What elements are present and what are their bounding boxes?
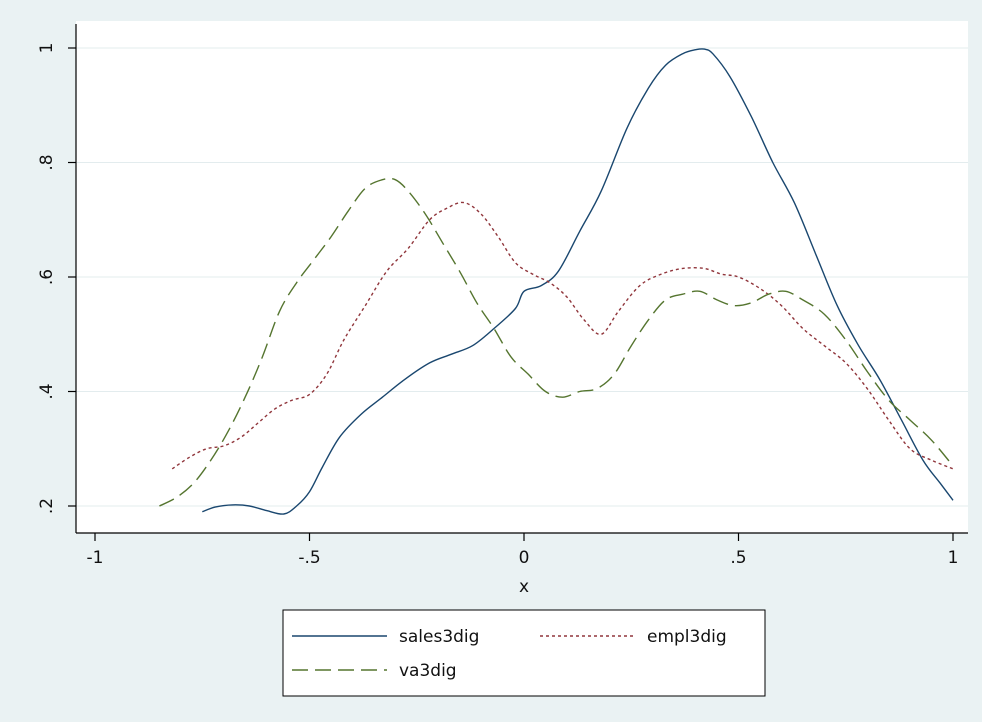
series-line-va3dig bbox=[159, 177, 954, 507]
x-axis-title: x bbox=[519, 577, 529, 597]
series-lines bbox=[159, 48, 954, 515]
y-axis: .2 .4 .6 .8 1 bbox=[37, 43, 76, 514]
legend-label-va3dig: va3dig bbox=[399, 661, 457, 681]
y-tick-label-4: 1 bbox=[37, 43, 57, 54]
x-tick-label-1: -.5 bbox=[298, 548, 320, 568]
y-tick-label-1: .4 bbox=[37, 383, 57, 399]
series-line-sales3dig bbox=[202, 48, 954, 515]
legend: sales3dig empl3dig va3dig bbox=[282, 609, 766, 697]
legend-label-empl3dig: empl3dig bbox=[647, 627, 727, 647]
x-tick-label-0: -1 bbox=[87, 548, 104, 568]
x-tick-label-3: .5 bbox=[730, 548, 746, 568]
y-tick-label-3: .8 bbox=[37, 154, 57, 170]
x-tick-label-4: 1 bbox=[948, 548, 959, 568]
y-tick-label-0: .2 bbox=[37, 498, 57, 514]
x-tick-label-2: 0 bbox=[519, 548, 530, 568]
x-axis: -1 -.5 0 .5 1 bbox=[87, 533, 959, 568]
y-tick-label-2: .6 bbox=[37, 269, 57, 285]
legend-label-sales3dig: sales3dig bbox=[399, 627, 479, 647]
legend-box bbox=[282, 609, 766, 697]
series-line-empl3dig bbox=[171, 201, 954, 470]
